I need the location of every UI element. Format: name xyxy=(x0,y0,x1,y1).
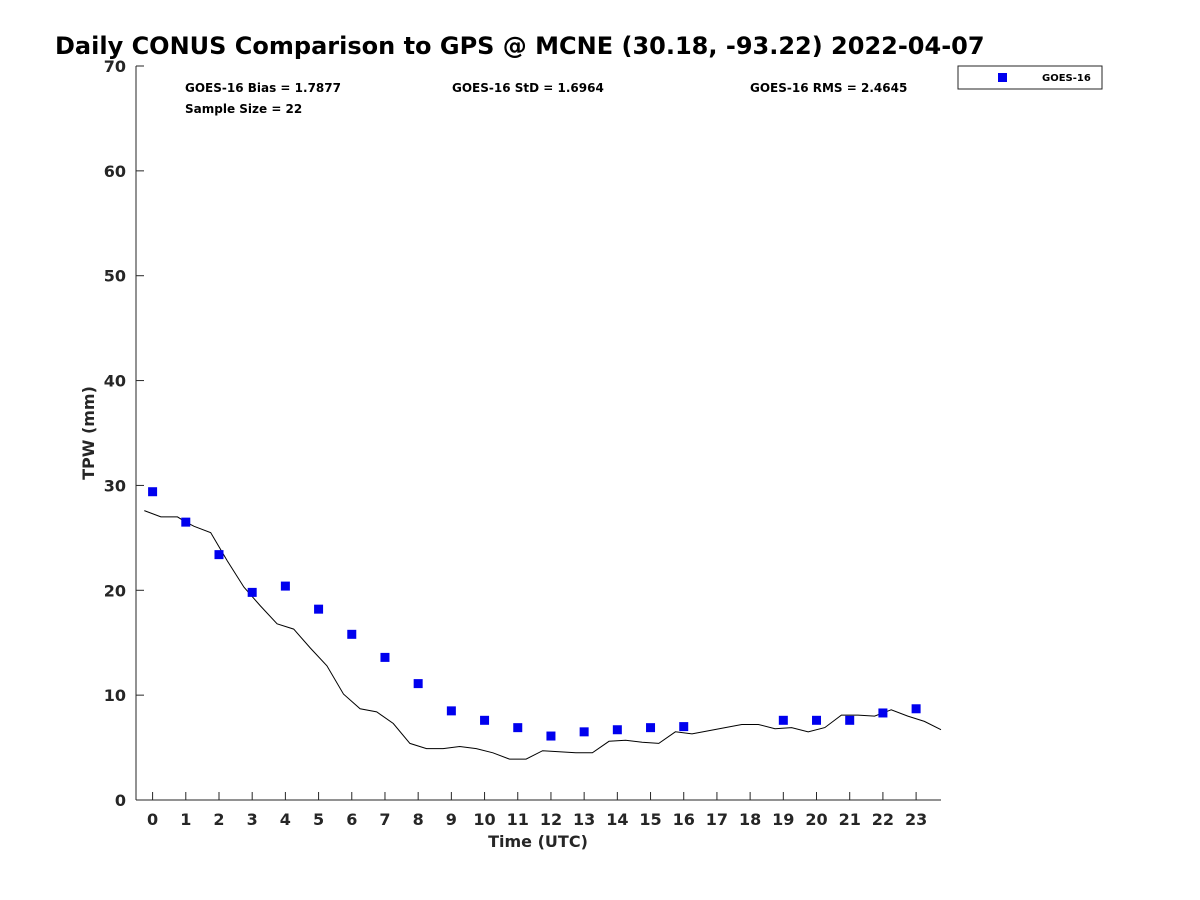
rms-text: GOES-16 RMS = 2.4645 xyxy=(750,81,907,95)
data-point xyxy=(679,722,689,732)
x-tick-label: 21 xyxy=(839,810,861,829)
y-axis-label: TPW (mm) xyxy=(79,386,98,480)
legend-label: GOES-16 xyxy=(1042,73,1091,84)
data-point xyxy=(612,725,622,735)
data-point xyxy=(380,652,390,662)
x-tick-label: 18 xyxy=(739,810,761,829)
reference-line xyxy=(144,510,942,760)
data-point xyxy=(446,706,456,716)
data-point xyxy=(546,731,556,741)
bias-text: GOES-16 Bias = 1.7877 xyxy=(185,81,341,95)
x-tick-label: 14 xyxy=(606,810,628,829)
x-tick-label: 4 xyxy=(280,810,291,829)
data-point xyxy=(314,604,324,614)
data-point xyxy=(214,550,224,560)
y-tick-label: 60 xyxy=(104,162,126,181)
data-point xyxy=(413,679,423,689)
x-tick-label: 17 xyxy=(706,810,728,829)
x-tick-label: 5 xyxy=(313,810,324,829)
y-tick-label: 10 xyxy=(104,686,126,705)
chart-title: Daily CONUS Comparison to GPS @ MCNE (30… xyxy=(55,32,985,60)
x-tick-label: 9 xyxy=(446,810,457,829)
data-point xyxy=(280,581,290,591)
x-tick-label: 11 xyxy=(507,810,529,829)
x-tick-label: 23 xyxy=(905,810,927,829)
x-tick-label: 16 xyxy=(673,810,695,829)
data-point xyxy=(247,587,257,597)
x-tick-label: 6 xyxy=(346,810,357,829)
legend-marker xyxy=(998,73,1007,82)
legend-box xyxy=(957,65,1103,90)
x-tick-label: 22 xyxy=(872,810,894,829)
x-tick-label: 10 xyxy=(473,810,495,829)
line-layer xyxy=(144,510,942,760)
x-tick-label: 13 xyxy=(573,810,595,829)
data-point xyxy=(480,715,490,725)
x-tick-label: 19 xyxy=(772,810,794,829)
data-point xyxy=(513,723,523,733)
y-tick-label: 20 xyxy=(104,581,126,600)
std-text: GOES-16 StD = 1.6964 xyxy=(452,81,604,95)
x-tick-label: 1 xyxy=(180,810,191,829)
y-tick-label: 40 xyxy=(104,372,126,391)
data-point xyxy=(845,715,855,725)
x-tick-label: 3 xyxy=(247,810,258,829)
y-tick-label: 50 xyxy=(104,267,126,286)
x-tick-label: 8 xyxy=(413,810,424,829)
x-tick-label: 0 xyxy=(147,810,158,829)
points-layer xyxy=(148,487,921,741)
sample-size-text: Sample Size = 22 xyxy=(185,102,302,116)
data-point xyxy=(878,708,888,718)
y-tick-label: 70 xyxy=(104,57,126,76)
y-tick-label: 30 xyxy=(104,476,126,495)
x-axis-label: Time (UTC) xyxy=(488,832,588,851)
data-point xyxy=(181,517,191,527)
x-tick-label: 2 xyxy=(213,810,224,829)
x-tick-label: 15 xyxy=(639,810,661,829)
legend[interactable]: GOES-16 xyxy=(957,65,1103,90)
y-tick-label: 0 xyxy=(115,791,126,810)
x-tick-label: 12 xyxy=(540,810,562,829)
data-point xyxy=(778,715,788,725)
data-point xyxy=(646,723,656,733)
data-point xyxy=(911,704,921,714)
data-point xyxy=(148,487,158,497)
x-tick-label: 20 xyxy=(805,810,827,829)
data-point xyxy=(812,715,822,725)
x-tick-label: 7 xyxy=(379,810,390,829)
data-point xyxy=(347,629,357,639)
data-point xyxy=(579,727,589,737)
